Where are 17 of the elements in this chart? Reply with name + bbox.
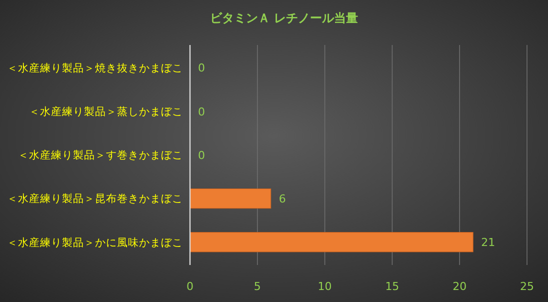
chart-title: ビタミンＡ レチノール当量: [210, 11, 358, 25]
x-tick-label: 10: [318, 280, 332, 293]
y-tick-label: ＜水産練り製品＞す巻きかまぼこ: [18, 148, 183, 162]
x-tick-label: 0: [186, 280, 194, 293]
y-tick-label: ＜水産練り製品＞昆布巻きかまぼこ: [7, 192, 183, 206]
y-tick-label: ＜水産練り製品＞焼き抜きかまぼこ: [7, 62, 183, 75]
y-tick-label: ＜水産練り製品＞かに風味かまぼこ: [7, 236, 183, 249]
x-tick-label: 15: [385, 280, 400, 293]
data-label: 0: [198, 105, 205, 118]
x-tick-label: 20: [452, 280, 467, 293]
x-tick-label: 25: [520, 280, 534, 293]
y-tick-label: ＜水産練り製品＞蒸しかまぼこ: [29, 105, 183, 118]
data-label: 21: [481, 236, 496, 249]
data-label: 0: [198, 62, 205, 75]
data-label: 6: [278, 192, 286, 206]
x-tick-label: 5: [254, 280, 261, 293]
data-label: 0: [198, 148, 205, 162]
